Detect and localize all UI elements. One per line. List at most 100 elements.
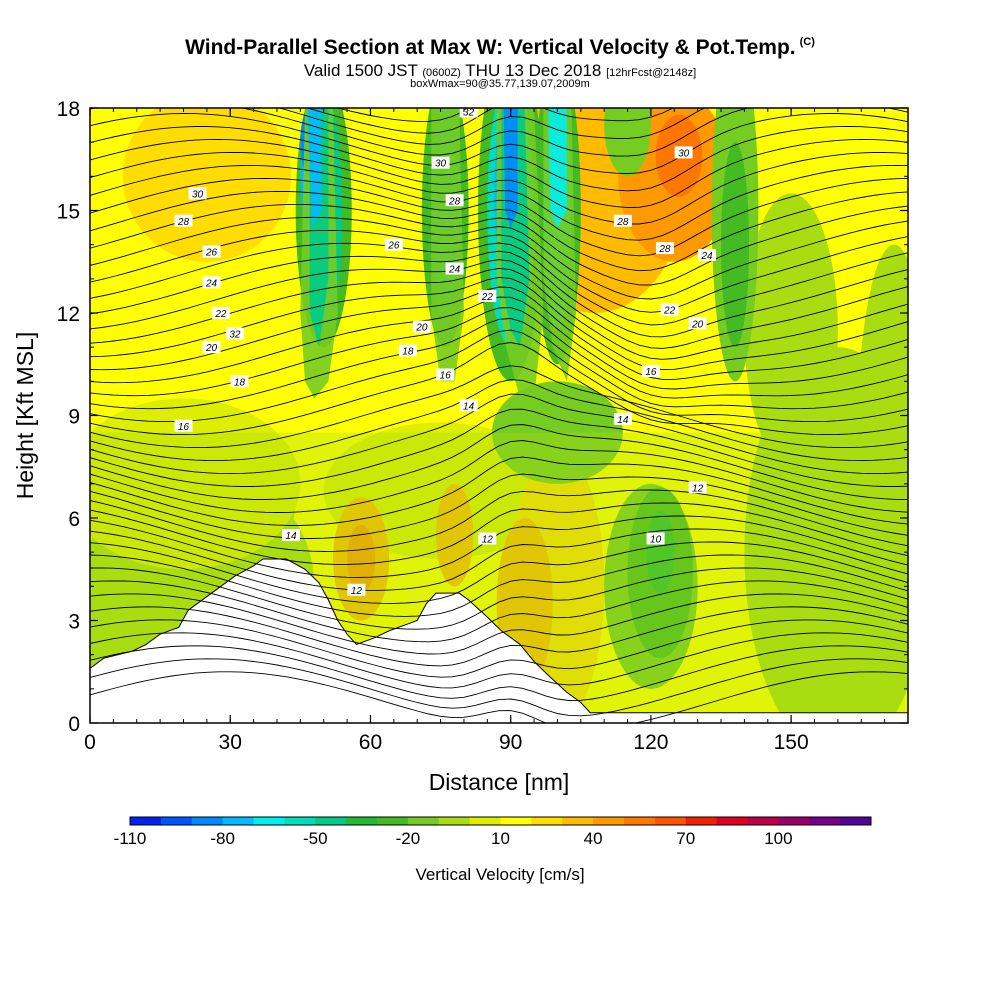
colorbar-tick-label: 100 — [764, 829, 792, 848]
isentrope-label-bg — [230, 375, 249, 388]
isentrope-label-bg — [688, 481, 707, 494]
isentrope-line — [90, 307, 908, 399]
forecast-info: [12hrFcst@2148z] — [606, 67, 697, 79]
colorbar-swatch — [500, 817, 532, 825]
isentrope-label-bg — [660, 303, 679, 316]
isentrope-line — [90, 440, 908, 513]
isentrope-line — [90, 286, 908, 380]
isentrope-label: 22 — [481, 292, 494, 303]
isentrope-label: 24 — [448, 265, 461, 276]
isentrope-label-bg — [641, 365, 660, 378]
isentrope-label-bg — [202, 341, 221, 354]
isentrope-line — [90, 113, 908, 175]
colorbar-tick-label: 70 — [676, 829, 695, 848]
isentrope-label-bg — [478, 532, 497, 545]
isentrope-line — [90, 393, 908, 475]
isentrope-label: 28 — [658, 244, 671, 255]
x-tick-label: 60 — [359, 731, 382, 754]
isentrope-label-bg — [174, 214, 193, 227]
y-tick-label: 12 — [57, 303, 80, 326]
velocity-cell — [856, 244, 908, 655]
colorbar-swatch — [654, 817, 687, 825]
velocity-cell — [753, 483, 829, 689]
colorbar-swatch — [315, 817, 347, 825]
isentrope-line — [90, 342, 908, 436]
isentrope-label-bg — [202, 276, 221, 289]
isentrope-line — [90, 671, 908, 723]
isentrope-label-bg — [478, 289, 497, 302]
isentrope-line — [90, 593, 908, 655]
isentrope-label: 20 — [205, 343, 218, 354]
isentrope-label-bg — [384, 238, 403, 251]
isentrope-line — [90, 619, 908, 678]
isentrope-line — [90, 515, 908, 578]
colorbar-swatch — [469, 817, 501, 825]
isentrope-line — [90, 528, 908, 591]
valid-utc: (0600Z) — [422, 67, 461, 79]
isentrope-label: 10 — [650, 535, 662, 546]
isentrope-line — [90, 632, 908, 689]
isentrope-label: 22 — [214, 309, 227, 320]
isentrope-label: 20 — [691, 319, 704, 330]
colorbar-frame — [129, 816, 872, 826]
isentrope-label: 12 — [482, 535, 494, 546]
isentrope-line — [90, 408, 908, 487]
isentrope-label-bg — [347, 583, 366, 596]
isentrope-label-bg — [646, 532, 665, 545]
isentrope-line — [90, 424, 908, 500]
colorbar-label: Vertical Velocity [cm/s] — [415, 865, 584, 884]
isentrope-label-bg — [459, 108, 478, 118]
isentrope-label: 30 — [435, 159, 447, 170]
isentrope-label-bg — [436, 368, 455, 381]
isentrope-label: 16 — [645, 367, 657, 378]
isentrope-label-bg — [674, 146, 693, 159]
isentrope-line — [90, 379, 908, 462]
isentrope-label-bg — [698, 248, 717, 261]
colorbar-swatch — [778, 817, 810, 825]
isentrope-label: 20 — [415, 323, 428, 334]
isentrope-line — [90, 108, 908, 157]
isentrope-line — [90, 250, 908, 338]
isentrope-label-bg — [431, 156, 450, 169]
isentrope-line — [90, 473, 908, 539]
colorbar-swatch — [438, 817, 471, 825]
isentrope-line — [90, 203, 908, 286]
velocity-band — [307, 108, 322, 228]
velocity-cell — [721, 142, 750, 348]
colorbar-swatch — [222, 817, 254, 825]
colorbar-swatch — [531, 817, 563, 825]
colorbar-tick-label: 10 — [491, 829, 510, 848]
isentrope-label-bg — [225, 327, 244, 340]
colorbar-swatch — [562, 817, 594, 825]
valid-time: Valid 1500 JST (0600Z) THU 13 Dec 2018 [… — [0, 61, 1000, 81]
colorbar-swatch — [284, 817, 316, 825]
velocity-cell — [604, 108, 651, 177]
isentrope-label: 14 — [463, 401, 475, 412]
colorbar-tick-label: 40 — [584, 829, 603, 848]
chart-title: Wind-Parallel Section at Max W: Vertical… — [0, 36, 1000, 60]
isentrope-line — [90, 502, 908, 565]
isentrope-label-bg — [211, 307, 230, 319]
isentrope-line — [90, 554, 908, 617]
isentrope-line — [90, 138, 908, 209]
y-tick-label: 15 — [57, 201, 80, 224]
isentrope-line — [90, 190, 908, 272]
isentrope-line — [90, 580, 908, 643]
isentrope-label-bg — [202, 245, 221, 258]
isentrope-line — [90, 177, 908, 257]
y-axis-label: Height [Kft MSL] — [12, 332, 38, 499]
isentrope-label: 24 — [205, 278, 218, 289]
isentrope-label: 32 — [463, 107, 475, 118]
velocity-cell — [744, 193, 838, 467]
box-info: boxWmax=90@35.77,139.07,2009m — [410, 78, 590, 90]
isentrope-label: 26 — [205, 248, 218, 259]
isentrope-label: 28 — [616, 217, 629, 228]
isentrope-label-bg — [412, 320, 431, 333]
colorbar-swatch — [377, 817, 409, 825]
colorbar-swatch — [160, 817, 193, 825]
y-tick-label: 3 — [68, 611, 80, 634]
valid-date: THU 13 Dec 2018 — [465, 61, 602, 80]
colorbar-tick-label: -80 — [210, 829, 235, 848]
velocity-band — [503, 108, 518, 228]
